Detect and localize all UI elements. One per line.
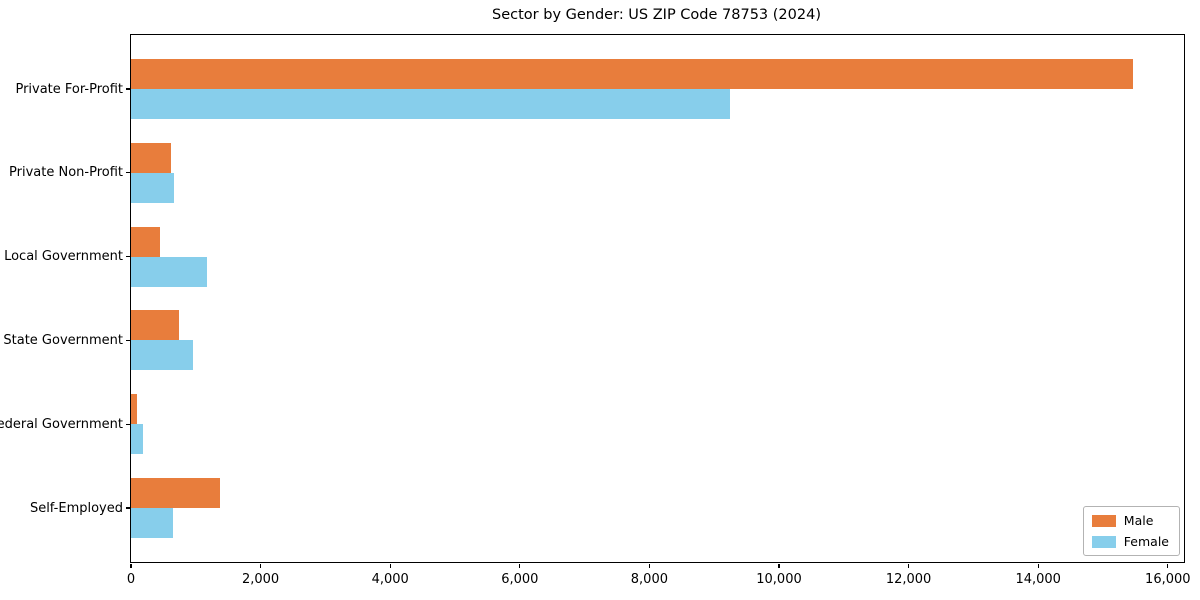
y-tick-mark (125, 423, 130, 425)
male-color-swatch (1091, 514, 1116, 527)
x-tick-label: 12,000 (885, 572, 932, 587)
x-tick-label: 2,000 (241, 572, 280, 587)
bar-male-state-government (131, 310, 179, 341)
bar-female-self-employed (131, 508, 174, 538)
bar-male-private-for-profit (131, 59, 1133, 89)
bar-female-state-government (131, 340, 194, 371)
x-tick-mark (389, 563, 391, 568)
x-tick-mark (519, 563, 521, 568)
x-tick-mark (1167, 563, 1169, 568)
x-tick-mark (260, 563, 262, 568)
plot-area: Private For-Profit Private Non-Profit Loca… (0, 34, 1191, 587)
y-tick-mark (125, 507, 130, 509)
bar-male-self-employed (131, 478, 220, 508)
bar-male-private-non-profit (131, 142, 171, 173)
x-tick-mark (1037, 563, 1039, 568)
legend-item-female: Female (1091, 534, 1169, 549)
legend-item-male: Male (1091, 513, 1169, 528)
chart-title: Sector by Gender: US ZIP Code 78753 (202… (492, 7, 821, 23)
y-tick-label: Private For-Profit (15, 81, 123, 97)
bar-female-local-government (131, 256, 207, 287)
x-tick-mark (908, 563, 910, 568)
female-color-swatch (1091, 535, 1116, 548)
x-tick-mark (130, 563, 132, 568)
x-tick-label: 10,000 (756, 572, 802, 587)
bar-female-private-for-profit (131, 89, 731, 119)
y-tick-label: Federal Government (0, 416, 123, 432)
y-tick-mark (125, 88, 130, 90)
y-tick-label: Self-Employed (29, 500, 123, 516)
legend: Male Female (1082, 506, 1180, 556)
x-tick-label: 16,000 (1145, 572, 1191, 587)
x-tick-label: 6,000 (501, 572, 539, 587)
legend-label-female: Female (1123, 534, 1169, 549)
bar-female-private-non-profit (131, 172, 175, 203)
y-tick-label: Private Non-Profit (9, 165, 123, 181)
x-tick-mark (648, 563, 650, 568)
x-tick-label: 14,000 (1015, 572, 1061, 587)
y-tick-mark (125, 172, 130, 174)
y-tick-mark (125, 256, 130, 258)
x-tick-mark (778, 563, 780, 568)
y-tick-label: Local Government (4, 249, 123, 265)
y-tick-label: State Government (3, 332, 123, 348)
bar-male-federal-government (131, 394, 138, 425)
bar-male-local-government (131, 226, 161, 257)
legend-label-male: Male (1123, 513, 1154, 528)
x-tick-label: 0 (126, 572, 136, 587)
bar-female-federal-government (131, 424, 144, 455)
y-tick-mark (125, 339, 130, 341)
x-tick-label: 8,000 (630, 572, 668, 587)
x-tick-label: 4,000 (371, 572, 409, 587)
